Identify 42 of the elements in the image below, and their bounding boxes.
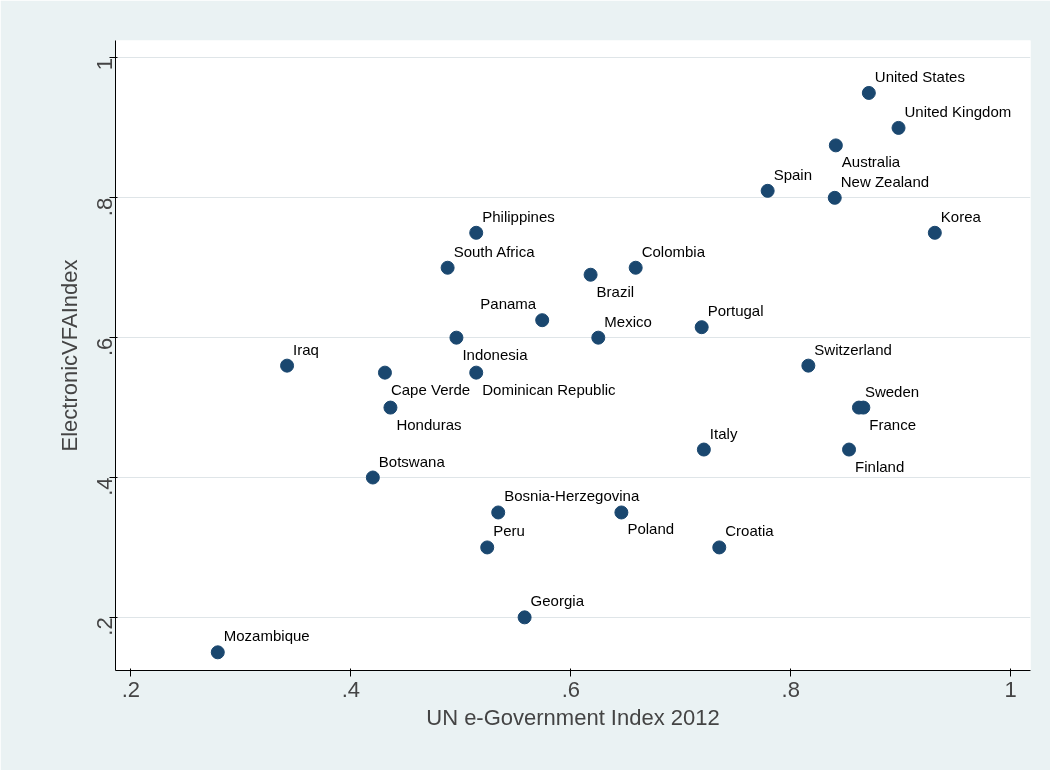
annotation: Indonesia — [462, 345, 529, 363]
annotation: Mexico — [604, 312, 652, 330]
annotation: Cape Verde — [390, 380, 471, 398]
annotation: Iraq — [293, 340, 319, 358]
annotation: Croatia — [725, 522, 775, 540]
x-tick-label: 1 — [1004, 676, 1017, 702]
annotation: Georgia — [530, 592, 585, 610]
annotation: Switzerland — [814, 340, 892, 358]
annotation: Honduras — [396, 415, 462, 433]
annotation: Mozambique — [223, 627, 310, 645]
x-tick-label: .6 — [561, 676, 580, 702]
y-axis-title: ElectronicVFAIndex — [56, 259, 82, 452]
annotation: Korea — [940, 207, 982, 225]
y-tick-label: .2 — [92, 617, 117, 636]
annotation: France — [869, 415, 917, 433]
annotation: Brazil — [596, 282, 635, 300]
x-tick-label: .4 — [341, 676, 361, 702]
y-tick-label: .8 — [92, 197, 117, 217]
annotation: Dominican Republic — [482, 380, 617, 398]
y-tick-label: .6 — [92, 337, 117, 357]
y-tick-label: 1 — [92, 57, 117, 71]
annotation: Australia — [841, 153, 901, 171]
annotation: Finland — [855, 457, 905, 475]
x-tick-label: .8 — [781, 676, 800, 702]
x-axis-title: UN e-Government Index 2012 — [426, 704, 720, 730]
annotation: Botswana — [378, 452, 446, 470]
annotation: United States — [874, 67, 965, 85]
annotation: United Kingdom — [904, 102, 1012, 120]
annotation: Colombia — [641, 242, 706, 260]
annotation: Peru — [493, 522, 525, 540]
annotation: Bosnia-Herzegovina — [504, 487, 640, 505]
annotation: New Zealand — [840, 172, 930, 190]
annotation: Italy — [709, 424, 738, 442]
annotation: Spain — [773, 165, 813, 183]
annotation: Philippines — [482, 207, 555, 225]
annotation: Poland — [627, 520, 675, 538]
annotation: Portugal — [707, 302, 764, 320]
y-tick-label: .4 — [92, 477, 117, 496]
x-tick-label: .2 — [121, 676, 141, 702]
annotation: South Africa — [453, 242, 536, 260]
annotation: Sweden — [864, 382, 920, 400]
annotation: Panama — [480, 295, 537, 313]
